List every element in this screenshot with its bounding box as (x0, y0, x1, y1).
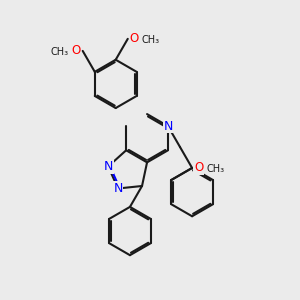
Text: N: N (113, 182, 123, 195)
Text: N: N (163, 120, 173, 133)
Text: O: O (194, 161, 203, 175)
Text: CH₃: CH₃ (206, 164, 224, 174)
Text: O: O (72, 44, 81, 57)
Text: CH₃: CH₃ (50, 47, 69, 57)
Text: O: O (130, 32, 139, 45)
Text: CH₃: CH₃ (142, 35, 160, 45)
Text: N: N (103, 160, 113, 173)
